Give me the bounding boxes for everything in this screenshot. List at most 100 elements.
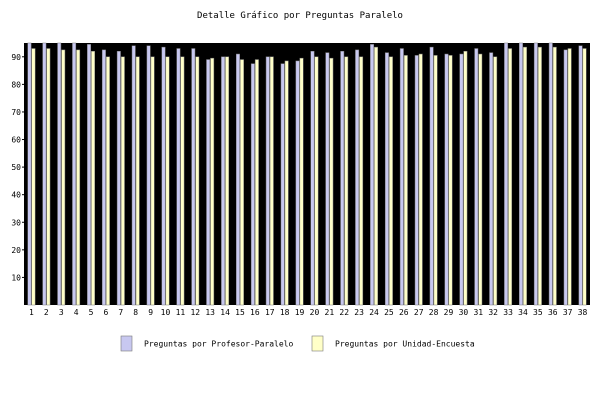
bar-series1-q12 <box>191 48 196 306</box>
x-tick-label: 36 <box>548 308 558 317</box>
bar-series1-q7 <box>116 51 121 306</box>
x-tick-label: 3 <box>59 308 64 317</box>
bar-series1-q6 <box>101 49 106 306</box>
bar-series2-q11 <box>180 56 185 306</box>
x-tick-label: 10 <box>161 308 171 317</box>
bar-series1-q18 <box>280 63 285 306</box>
x-tick-label: 27 <box>414 308 424 317</box>
bar-series1-q32 <box>489 52 494 306</box>
bar-series2-q8 <box>135 56 140 306</box>
x-tick-label: 17 <box>265 308 275 317</box>
bar-series2-q19 <box>299 57 304 306</box>
y-tick-label: 50 <box>11 163 21 172</box>
x-tick-label: 22 <box>339 308 349 317</box>
x-tick-label: 18 <box>280 308 290 317</box>
x-tick-label: 1 <box>29 308 34 317</box>
bar-series1-q26 <box>399 48 404 306</box>
bar-series1-q38 <box>578 45 583 306</box>
y-tick-label: 30 <box>11 218 21 227</box>
bar-series1-q17 <box>265 56 270 306</box>
x-tick-label: 29 <box>444 308 454 317</box>
bar-series1-q1 <box>27 42 32 306</box>
bar-series2-q25 <box>388 56 393 306</box>
x-tick-label: 12 <box>190 308 200 317</box>
bar-series2-q14 <box>225 56 230 306</box>
x-tick-label: 25 <box>384 308 394 317</box>
bar-series1-q5 <box>87 44 91 306</box>
x-tick-label: 20 <box>310 308 320 317</box>
bar-series1-q20 <box>310 51 315 306</box>
bar-series2-q29 <box>448 55 453 306</box>
y-tick-label: 20 <box>11 246 21 255</box>
bar-series1-q9 <box>146 45 151 306</box>
bar-series2-q38 <box>582 48 587 306</box>
bar-series2-q20 <box>314 56 319 306</box>
y-tick-label: 60 <box>11 136 21 145</box>
bar-series1-q11 <box>176 48 181 306</box>
bar-series2-q1 <box>31 48 36 306</box>
x-tick-label: 11 <box>176 308 186 317</box>
bar-series2-q27 <box>418 53 423 306</box>
bar-series1-q23 <box>355 49 360 306</box>
bar-series2-q5 <box>91 51 95 306</box>
legend-swatch-series1 <box>120 335 133 352</box>
x-tick-label: 30 <box>459 308 469 317</box>
x-tick-label: 8 <box>133 308 138 317</box>
x-tick-label: 6 <box>104 308 109 317</box>
bar-series1-q33 <box>504 42 509 306</box>
bar-series1-q3 <box>57 42 62 306</box>
bar-series2-q26 <box>403 55 408 306</box>
bar-series2-q30 <box>463 51 468 306</box>
x-tick-label: 9 <box>148 308 153 317</box>
bar-series1-q13 <box>206 59 211 306</box>
bar-series2-q37 <box>567 48 572 306</box>
bar-series1-q2 <box>42 42 47 306</box>
x-tick-label: 13 <box>205 308 215 317</box>
bar-series1-q21 <box>325 52 330 306</box>
x-tick-label: 4 <box>74 308 79 317</box>
bar-series2-q9 <box>150 56 155 306</box>
x-tick-label: 7 <box>118 308 123 317</box>
y-tick-label: 80 <box>11 80 21 89</box>
bar-series1-q15 <box>236 53 240 306</box>
bar-series2-q23 <box>359 56 364 306</box>
legend-swatch-series2 <box>311 335 324 352</box>
x-tick-label: 15 <box>235 308 245 317</box>
bar-series2-q35 <box>537 46 542 306</box>
x-tick-label: 2 <box>44 308 49 317</box>
bar-series2-q22 <box>344 56 349 306</box>
y-axis-ticks: 10 20 30 40 50 60 70 80 90 <box>11 53 24 282</box>
x-tick-label: 19 <box>295 308 305 317</box>
bar-series1-q31 <box>474 48 479 306</box>
bar-series2-q3 <box>61 49 66 306</box>
bar-series2-q31 <box>478 53 483 306</box>
x-tick-label: 26 <box>399 308 409 317</box>
bar-series2-q33 <box>508 48 513 306</box>
y-tick-label: 70 <box>11 108 21 117</box>
bar-series2-q17 <box>269 56 274 306</box>
bar-series2-q12 <box>195 56 200 306</box>
bar-series1-q34 <box>519 42 523 306</box>
x-tick-label: 14 <box>220 308 230 317</box>
bar-series1-q28 <box>429 46 434 306</box>
x-axis-ticks: 1 2 3 4 5 6 7 8 9 10 11 12 13 14 15 16 17 18 19 20 21 22 23 24 2… <box>29 308 588 317</box>
legend-label-series2: Preguntas por Unidad-Encuesta <box>335 340 475 349</box>
chart-title: Detalle Gráfico por Preguntas Paralelo <box>197 11 403 21</box>
x-tick-label: 37 <box>563 308 573 317</box>
bar-series2-q18 <box>284 60 289 306</box>
x-tick-label: 33 <box>503 308 513 317</box>
bar-series2-q4 <box>76 49 81 306</box>
bar-series2-q34 <box>523 46 527 306</box>
x-tick-label: 31 <box>473 308 483 317</box>
bar-series1-q37 <box>563 49 568 306</box>
bar-series2-q16 <box>254 59 259 306</box>
x-tick-label: 5 <box>89 308 94 317</box>
bar-series2-q13 <box>210 57 215 306</box>
x-tick-label: 38 <box>578 308 588 317</box>
bar-series2-q32 <box>493 56 498 306</box>
bar-series1-q36 <box>548 42 553 306</box>
legend-label-series1: Preguntas por Profesor-Paralelo <box>144 340 293 349</box>
bar-series2-q21 <box>329 57 334 306</box>
